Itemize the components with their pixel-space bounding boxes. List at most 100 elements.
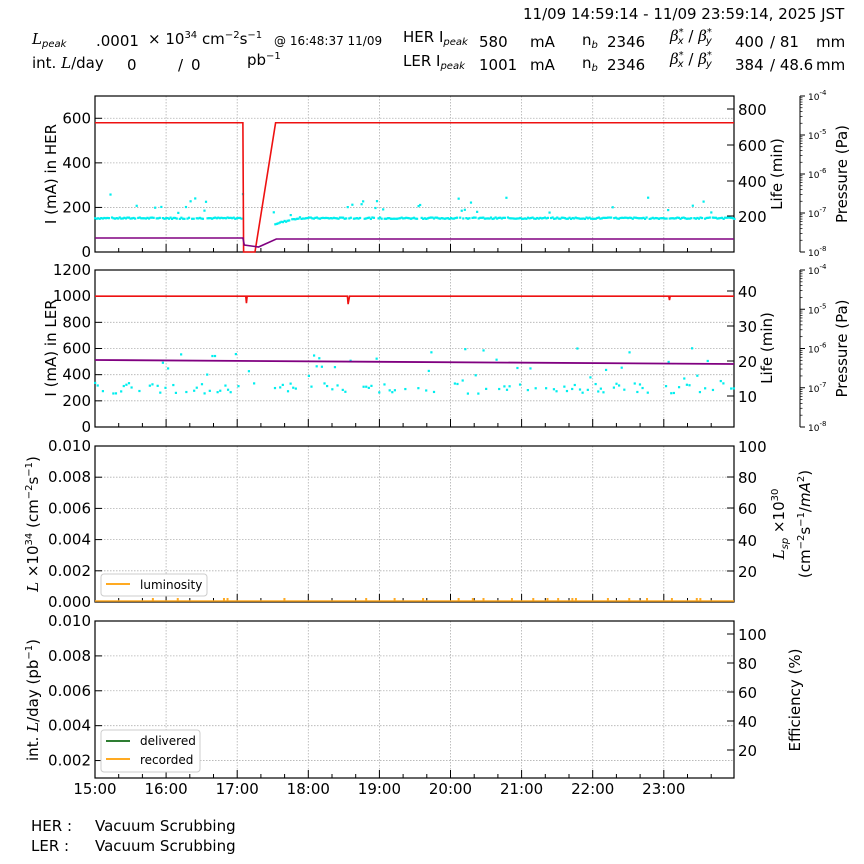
- svg-text:(cm−2s−1/mA2): (cm−2s−1/mA2): [796, 470, 814, 578]
- svg-text:Life (min): Life (min): [758, 312, 776, 384]
- y-tick-label: 0.010: [48, 612, 91, 630]
- intlum-legend: delivered recorded: [100, 729, 201, 773]
- lpeak-value: .0001: [96, 32, 139, 50]
- svg-text:Pressure (Pa): Pressure (Pa): [833, 125, 851, 223]
- x-tick-label: 23:00: [642, 780, 685, 798]
- lpeak-time: @ 16:48:37 11/09: [274, 34, 383, 48]
- svg-text:Pressure (Pa): Pressure (Pa): [833, 299, 851, 397]
- her-ipeak-unit: mA: [530, 33, 555, 51]
- y-right-tick-label: 40: [738, 532, 757, 550]
- y-tick-label: 1200: [53, 261, 91, 279]
- x-tick-label: 22:00: [571, 780, 614, 798]
- ler-ipeak-value: 1001: [479, 56, 518, 74]
- her-status: Vacuum Scrubbing: [95, 817, 236, 835]
- svg-text:I (mA) in HER: I (mA) in HER: [42, 124, 60, 224]
- y-right-tick-label: 30: [738, 318, 757, 336]
- luminosity-legend: luminosity: [100, 573, 208, 597]
- svg-text:int. L/day (pb−1): int. L/day (pb−1): [24, 639, 42, 761]
- svg-text:Lsp ×1030: Lsp ×1030: [770, 489, 791, 561]
- y-tick-label: 0.002: [48, 752, 91, 770]
- her-beta-unit: mm: [816, 33, 846, 51]
- x-tick-label: 18:00: [287, 780, 330, 798]
- y-tick-label: 0: [81, 418, 91, 436]
- svg-text:10-6: 10-6: [808, 342, 827, 356]
- y-right-tick-label: 800: [738, 101, 767, 119]
- svg-text:10-4: 10-4: [808, 263, 827, 277]
- x-tick-label: 15:00: [73, 780, 116, 798]
- svg-text:I (mA) in LER: I (mA) in LER: [42, 299, 60, 396]
- y-tick-label: 0.000: [48, 593, 91, 611]
- chart-panel-1: 0 200 400 600 200 400 600 800: [62, 95, 767, 261]
- y-right-tick-label: 600: [738, 137, 767, 155]
- y-tick-label: 0.010: [48, 437, 91, 455]
- x-tick-label: 16:00: [144, 780, 187, 798]
- intl-recorded: 0: [191, 56, 201, 74]
- y-tick-label: 0.008: [48, 647, 91, 665]
- her-beta-label: β*x / β*y: [670, 27, 712, 47]
- svg-text:L ×1034 (cm−2s−1): L ×1034 (cm−2s−1): [24, 456, 42, 593]
- y-tick-label: 800: [62, 313, 91, 331]
- svg-text:Life (min): Life (min): [768, 138, 786, 210]
- pressure-axis: 10-8 10-7 10-6 10-5 10-4: [799, 263, 827, 434]
- y-tick-label: 200: [62, 198, 91, 216]
- svg-text:10-8: 10-8: [808, 245, 826, 259]
- her-ipeak-value: 580: [479, 33, 508, 51]
- y-tick-label: 600: [62, 340, 91, 358]
- her-beta-y: / 81: [770, 33, 799, 51]
- svg-text:luminosity: luminosity: [140, 578, 202, 592]
- svg-text:Efficiency (%): Efficiency (%): [786, 649, 804, 752]
- x-tick-label: 19:00: [358, 780, 401, 798]
- x-tick-label: 20:00: [429, 780, 472, 798]
- ler-beta-unit: mm: [816, 56, 846, 74]
- lpeak-label: Lpeak: [32, 30, 67, 50]
- y-right-tick-label: 80: [738, 469, 757, 487]
- ler-nb-value: 2346: [607, 56, 646, 74]
- x-tick-label: 17:00: [216, 780, 259, 798]
- chart-panel-3: 0.000 0.002 0.004 0.006 0.008 0.010 20 40 60 80 10…: [48, 437, 767, 611]
- chart-panel-4: 0.002 0.004 0.006 0.008 0.010 20 40 60 80 100: [48, 612, 767, 779]
- ler-status-label: LER :: [31, 837, 70, 855]
- svg-text:10-7: 10-7: [808, 381, 826, 395]
- intl-sep: /: [178, 56, 184, 74]
- ler-status: Vacuum Scrubbing: [95, 837, 236, 855]
- ler-ipeak-label: LER Ipeak: [403, 52, 465, 72]
- svg-text:10-5: 10-5: [808, 302, 826, 316]
- her-status-label: HER :: [31, 817, 73, 835]
- ler-beta-label: β*x / β*y: [670, 50, 712, 70]
- ler-beta-y: / 48.6: [770, 56, 814, 74]
- y-tick-label: 0.004: [48, 717, 91, 735]
- y-right-tick-label: 60: [738, 684, 757, 702]
- y-right-tick-label: 400: [738, 173, 767, 191]
- y-tick-label: 400: [62, 154, 91, 172]
- y-right-tick-label: 20: [738, 563, 757, 581]
- lpeak-unit: × 1034 cm−2s−1: [148, 30, 263, 48]
- time-range: 11/09 14:59:14 - 11/09 23:59:14, 2025 JS…: [523, 5, 845, 23]
- intl-label: int. L/day: [32, 54, 104, 72]
- ler-beta-x: 384: [735, 56, 764, 74]
- y-right-tick-label: 20: [738, 353, 757, 371]
- y-right-tick-label: 100: [738, 438, 767, 456]
- y-tick-label: 0.006: [48, 682, 91, 700]
- y-tick-label: 0.004: [48, 531, 91, 549]
- her-ipeak-label: HER Ipeak: [403, 28, 468, 48]
- pressure-axis: 10-8 10-7 10-6 10-5 10-4: [799, 89, 827, 259]
- y-tick-label: 600: [62, 109, 91, 127]
- svg-text:10-6: 10-6: [808, 167, 827, 181]
- her-beta-x: 400: [735, 33, 764, 51]
- ler-nb-label: nb: [582, 54, 598, 74]
- her-nb-label: nb: [582, 31, 598, 51]
- y-right-tick-label: 10: [738, 388, 757, 406]
- intl-unit: pb−1: [247, 51, 281, 69]
- y-right-tick-label: 40: [738, 283, 757, 301]
- y-right-tick-label: 200: [738, 208, 767, 226]
- svg-text:delivered: delivered: [140, 734, 196, 748]
- y-tick-label: 200: [62, 392, 91, 410]
- y-right-tick-label: 80: [738, 655, 757, 673]
- svg-text:recorded: recorded: [140, 753, 193, 767]
- y-tick-label: 0.006: [48, 499, 91, 517]
- y-right-tick-label: 60: [738, 500, 757, 518]
- her-nb-value: 2346: [607, 33, 646, 51]
- y-right-tick-label: 100: [738, 626, 767, 644]
- y-right-tick-label: 20: [738, 742, 757, 760]
